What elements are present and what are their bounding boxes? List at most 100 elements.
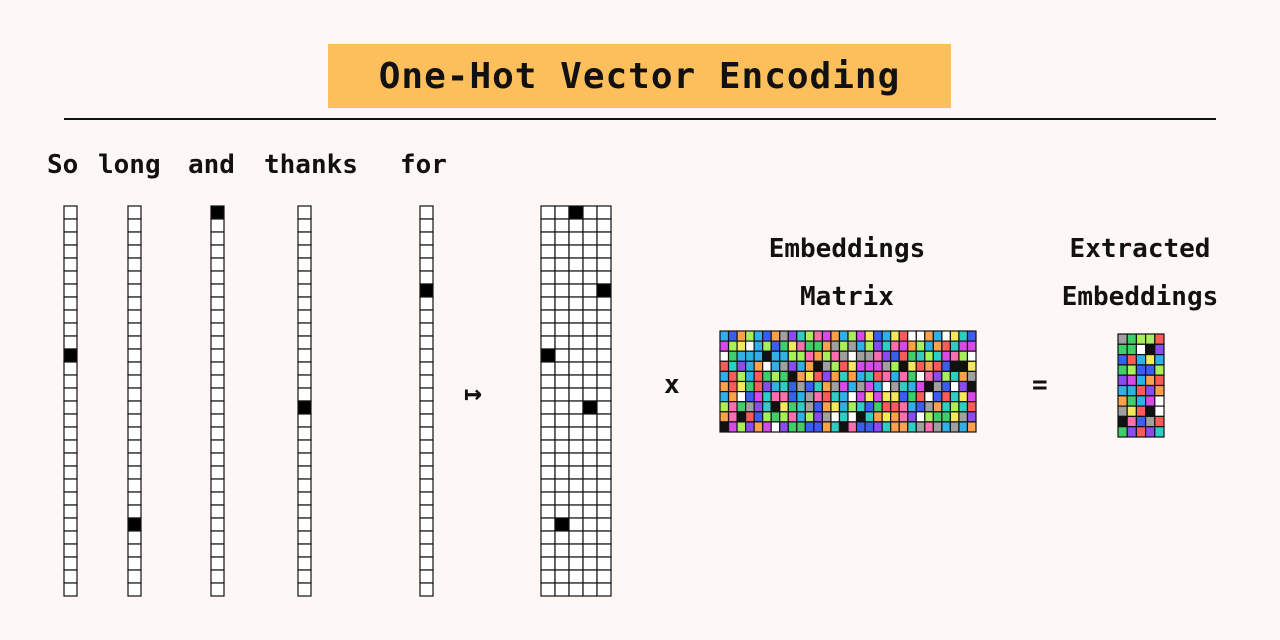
embedding-cell xyxy=(796,411,806,423)
one-hot-cell xyxy=(297,322,312,337)
stacked-one-hot-cell xyxy=(554,582,570,597)
stacked-one-hot-cell xyxy=(596,257,612,272)
stacked-one-hot-cell xyxy=(540,478,556,493)
embedding-cell xyxy=(941,421,951,433)
embedding-cell xyxy=(864,350,875,362)
embedding-cell xyxy=(787,330,798,342)
embedding-cell xyxy=(779,330,789,342)
extracted-embedding-cell xyxy=(1154,415,1165,428)
embedding-cell xyxy=(924,411,934,423)
one-hot-cell xyxy=(210,582,225,597)
extracted-embedding-cell xyxy=(1126,354,1137,366)
embedding-cell xyxy=(958,401,969,413)
embedding-cell xyxy=(872,380,883,393)
embedding-cell xyxy=(898,360,909,372)
embedding-cell xyxy=(941,350,951,362)
one-hot-cell xyxy=(419,413,434,428)
embedding-cell xyxy=(762,370,772,383)
one-hot-cell xyxy=(210,296,225,311)
stacked-one-hot-cell xyxy=(568,504,584,519)
embedding-cell xyxy=(821,340,832,352)
embedding-cell xyxy=(804,330,815,342)
embedding-cell xyxy=(966,370,977,383)
stacked-one-hot-cell xyxy=(568,270,584,285)
one-hot-cell xyxy=(210,569,225,584)
extracted-embedding-cell xyxy=(1154,364,1165,376)
stacked-one-hot-cell xyxy=(568,465,584,480)
one-hot-cell xyxy=(63,374,78,389)
stacked-one-hot-cell xyxy=(554,335,570,350)
embedding-cell xyxy=(855,391,866,403)
embedding-cell xyxy=(779,370,789,383)
stacked-one-hot-cell xyxy=(596,218,612,233)
extracted-embedding-cell xyxy=(1135,333,1147,345)
one-hot-cell xyxy=(419,348,434,363)
stacked-one-hot-cell xyxy=(554,400,570,415)
stacked-one-hot-cell xyxy=(582,283,598,298)
embedding-cell xyxy=(966,330,977,342)
embedding-cell xyxy=(924,380,934,393)
embedding-cell xyxy=(838,330,849,342)
one-hot-cell xyxy=(297,387,312,402)
embedding-cell xyxy=(898,401,909,413)
stacked-one-hot-cell xyxy=(554,517,570,532)
one-hot-cell xyxy=(127,387,142,402)
stacked-one-hot-cell xyxy=(540,270,556,285)
one-hot-cell xyxy=(297,400,312,415)
embedding-cell xyxy=(770,370,781,383)
embedding-cell xyxy=(881,360,892,372)
one-hot-cell xyxy=(297,205,312,220)
one-hot-cell xyxy=(210,543,225,558)
one-hot-cell xyxy=(127,244,142,259)
embedding-cell xyxy=(958,350,969,362)
embedding-cell xyxy=(821,391,832,403)
embedding-cell xyxy=(847,360,858,372)
title-divider xyxy=(64,118,1216,120)
embedding-cell xyxy=(736,370,747,383)
extracted-embedding-cell xyxy=(1135,384,1147,397)
stacked-one-hot-cell xyxy=(596,478,612,493)
one-hot-cell xyxy=(63,517,78,532)
embedding-cell xyxy=(881,350,892,362)
embedding-cell xyxy=(915,340,926,352)
embedding-cell xyxy=(864,330,875,342)
stacked-one-hot-cell xyxy=(540,387,556,402)
embedding-cell xyxy=(804,380,815,393)
stacked-one-hot-cell xyxy=(540,244,556,259)
one-hot-cell xyxy=(127,465,142,480)
one-hot-cell xyxy=(297,465,312,480)
one-hot-cell xyxy=(63,296,78,311)
embedding-cell xyxy=(727,370,738,383)
embedding-cell xyxy=(796,380,806,393)
one-hot-cell xyxy=(63,504,78,519)
embedding-cell xyxy=(770,380,781,393)
embedding-cell xyxy=(924,401,934,413)
one-hot-cell xyxy=(127,426,142,441)
multiply-symbol: x xyxy=(664,370,680,400)
embedding-cell xyxy=(907,401,917,413)
extracted-embedding-cell xyxy=(1135,374,1147,387)
extracted-embedding-cell xyxy=(1126,384,1137,397)
one-hot-cell xyxy=(210,348,225,363)
embedding-cell xyxy=(796,421,806,433)
embedding-cell xyxy=(847,411,858,423)
extracted-embedding-cell xyxy=(1144,426,1156,438)
extracted-embedding-cell xyxy=(1126,343,1137,356)
one-hot-cell xyxy=(127,322,142,337)
one-hot-cell xyxy=(210,270,225,285)
one-hot-cell xyxy=(63,348,78,363)
embedding-cell xyxy=(915,380,926,393)
one-hot-cell xyxy=(127,400,142,415)
one-hot-cell xyxy=(419,257,434,272)
one-hot-cell xyxy=(210,257,225,272)
extracted-embedding-cell xyxy=(1126,426,1137,438)
embedding-cell xyxy=(932,350,943,362)
one-hot-cell xyxy=(127,556,142,571)
stacked-one-hot-cell xyxy=(540,400,556,415)
embedding-cell xyxy=(830,401,841,413)
stacked-one-hot-cell xyxy=(582,335,598,350)
embedding-cell xyxy=(966,411,977,423)
one-hot-cell xyxy=(297,231,312,246)
embedding-cell xyxy=(881,401,892,413)
embedding-cell xyxy=(813,421,823,433)
